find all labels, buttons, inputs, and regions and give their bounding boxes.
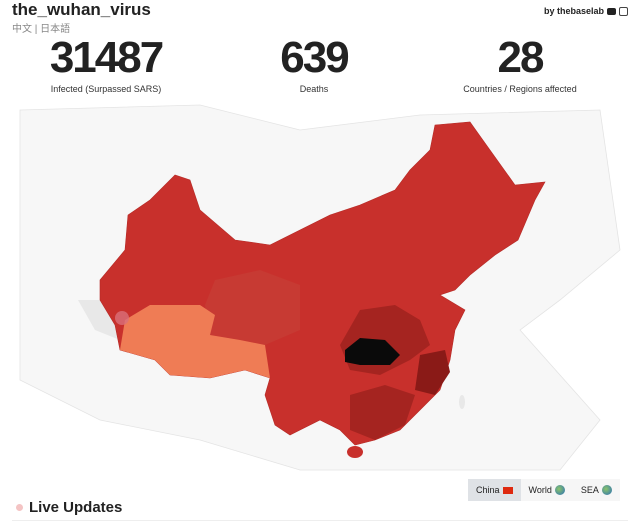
view-tabs: China World SEA	[468, 479, 620, 501]
divider	[12, 520, 628, 521]
tab-sea[interactable]: SEA	[572, 479, 620, 501]
region-hainan	[347, 446, 363, 458]
region-qinghai	[205, 270, 300, 345]
infected-count: 31487	[49, 33, 164, 82]
tab-china-label: China	[476, 485, 500, 495]
language-switcher[interactable]: 中文 | 日本語	[12, 24, 71, 35]
globe-icon	[554, 485, 565, 495]
region-tibet	[120, 305, 270, 378]
infected-label: Infected (Surpassed SARS)	[50, 84, 162, 94]
stat-infected: 31487 Infected (Surpassed SARS)	[6, 33, 206, 95]
stat-countries: 28 Countries / Regions affected	[420, 33, 620, 95]
credit-text[interactable]: by thebaselab	[543, 6, 604, 16]
region-aksai-chin	[115, 311, 129, 325]
stat-deaths: 639 Deaths	[214, 33, 414, 95]
live-dot-icon	[16, 504, 23, 511]
china-flag-icon	[502, 486, 513, 494]
region-east	[415, 350, 450, 395]
tab-sea-label: SEA	[580, 485, 599, 495]
region-kashmir	[78, 300, 120, 340]
youtube-icon[interactable]	[607, 7, 616, 15]
countries-count: 28	[497, 33, 545, 82]
china-map[interactable]	[0, 95, 640, 475]
region-hubei	[345, 338, 400, 365]
tab-world-label: World	[528, 485, 552, 495]
deaths-label: Deaths	[299, 84, 329, 94]
region-south	[350, 385, 415, 440]
credit: by thebaselab	[544, 6, 628, 16]
live-updates-title: Live Updates	[29, 499, 123, 516]
tab-china[interactable]: China	[468, 479, 521, 501]
site-title: the_wuhan_virus	[12, 0, 151, 19]
instagram-icon[interactable]	[619, 6, 628, 16]
globe-icon	[601, 485, 612, 495]
deaths-count: 639	[280, 33, 349, 82]
countries-label: Countries / Regions affected	[463, 84, 577, 94]
live-updates-header: Live Updates	[16, 499, 122, 516]
tab-world[interactable]: World	[520, 479, 573, 501]
region-taiwan	[459, 395, 465, 409]
